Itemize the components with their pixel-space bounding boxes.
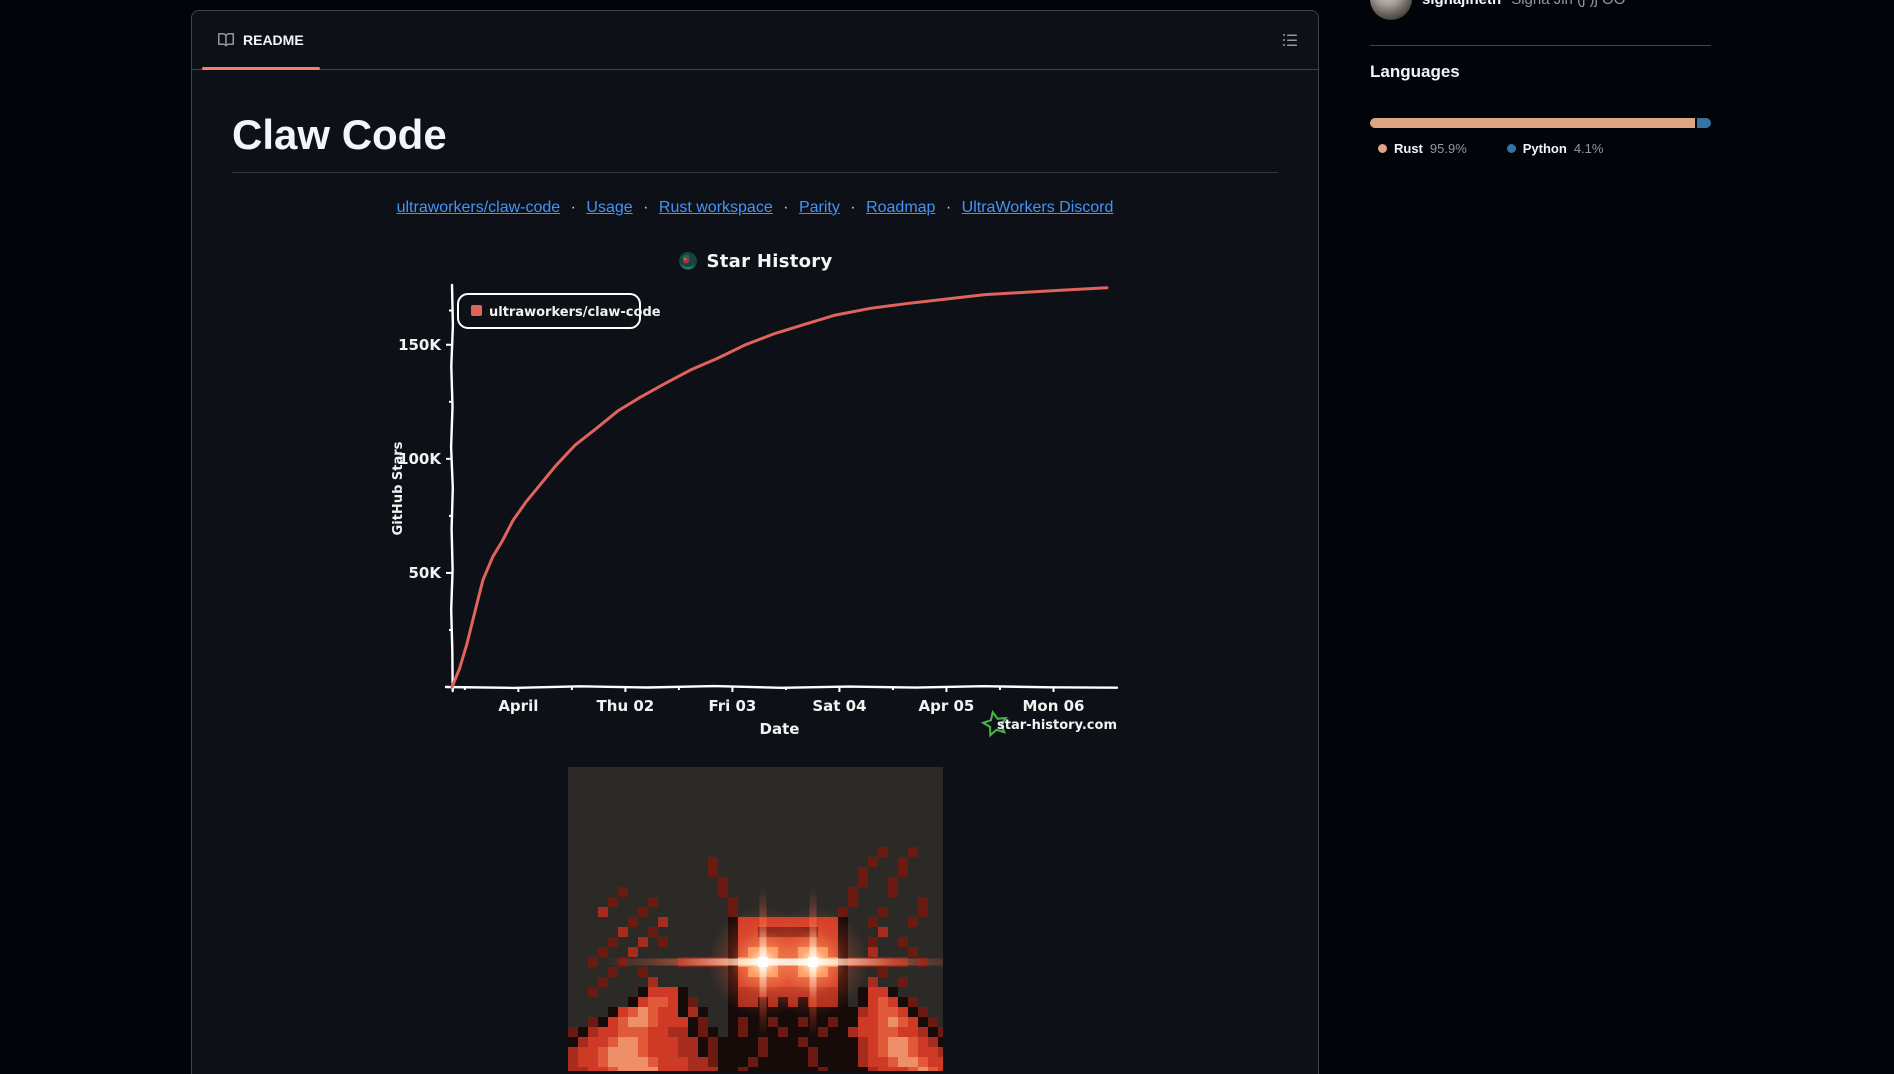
list-unordered-icon: [1283, 34, 1297, 46]
crab-pixel-grid: [567, 766, 943, 1071]
star-history-title: Star History: [706, 250, 833, 272]
page-title: Claw Code: [232, 110, 1278, 173]
readme-nav-links: ultraworkers/claw-code · Usage · Rust wo…: [232, 199, 1278, 217]
contributor-avatar[interactable]: [1370, 0, 1412, 20]
star-history-plot: 50K 100K 150K April Thu 02 Fri 03 Sat 04 Apr 05…: [391, 283, 1119, 738]
languages-heading: Languages: [1370, 62, 1460, 81]
svg-text:100K: 100K: [398, 449, 442, 467]
svg-text:Apr 05: Apr 05: [919, 697, 975, 715]
star-history-watermark-star-icon: [980, 709, 1008, 738]
contributor-fullname: Signa Jin (ʃ )ʃ ʘʘ: [1511, 0, 1625, 8]
link-rust-workspace[interactable]: Rust workspace: [658, 198, 773, 216]
star-history-title-row: Star History: [385, 251, 1125, 272]
svg-text:Fri 03: Fri 03: [708, 697, 756, 715]
svg-text:Thu 02: Thu 02: [597, 697, 655, 715]
language-color-dot: [1506, 144, 1516, 153]
contributor-username[interactable]: signajineth: [1422, 0, 1501, 8]
sidebar-divider: [1370, 45, 1711, 46]
link-ultraworkers-discord[interactable]: UltraWorkers Discord: [961, 198, 1114, 216]
link-separator: ·: [941, 198, 956, 216]
language-bar-segment-rust[interactable]: [1370, 118, 1696, 128]
contributor-row[interactable]: signajineth Signa Jin (ʃ )ʃ ʘʘ: [1370, 0, 1625, 20]
language-percent: 95.9%: [1429, 141, 1467, 156]
repo-sidebar: signajineth Signa Jin (ʃ )ʃ ʘʘ Languages…: [1370, 0, 1711, 500]
tab-readme-label: README: [243, 32, 304, 48]
book-icon: [218, 32, 234, 47]
svg-text:50K: 50K: [409, 563, 443, 581]
link-separator: ·: [566, 198, 581, 216]
svg-text:Sat 04: Sat 04: [812, 697, 866, 715]
svg-text:April: April: [498, 697, 538, 715]
link-separator: ·: [638, 198, 653, 216]
link-separator: ·: [845, 198, 861, 216]
table-of-contents-button[interactable]: [1274, 24, 1306, 56]
svg-text:Date: Date: [760, 720, 800, 738]
language-legend-rust[interactable]: Rust 95.9%: [1378, 141, 1467, 156]
link-usage[interactable]: Usage: [586, 198, 633, 216]
crab-pixel-art-image: [567, 766, 943, 1071]
link-parity[interactable]: Parity: [798, 198, 840, 216]
languages-legend: Rust 95.9% Python 4.1%: [1378, 141, 1603, 156]
readme-card: README Claw Code ultraworkers/claw-code …: [191, 10, 1319, 1074]
link-separator: ·: [778, 198, 793, 216]
language-bar-segment-python[interactable]: [1697, 118, 1711, 128]
star-history-chart: Star History 50K 100K 150K April Thu 02 Fri 0…: [385, 251, 1125, 745]
language-color-dot: [1378, 144, 1387, 153]
svg-text:ultraworkers/claw-code: ultraworkers/claw-code: [489, 305, 661, 320]
language-percent: 4.1%: [1573, 141, 1604, 156]
language-name: Python: [1522, 141, 1567, 156]
star-history-watermark: star-history.com: [997, 718, 1117, 733]
globe-icon: [678, 252, 697, 271]
languages-bar: [1370, 118, 1711, 128]
link-ultraworkers-claw-code[interactable]: ultraworkers/claw-code: [396, 198, 561, 216]
readme-body: Claw Code ultraworkers/claw-code · Usage…: [192, 110, 1318, 1074]
language-legend-python[interactable]: Python 4.1%: [1506, 141, 1604, 156]
svg-text:150K: 150K: [398, 335, 442, 353]
svg-text:Mon 06: Mon 06: [1022, 697, 1084, 715]
link-roadmap[interactable]: Roadmap: [866, 198, 936, 216]
readme-header: README: [192, 11, 1318, 70]
language-name: Rust: [1394, 141, 1423, 156]
svg-text:GitHub Stars: GitHub Stars: [391, 441, 406, 535]
tab-readme[interactable]: README: [202, 11, 320, 70]
